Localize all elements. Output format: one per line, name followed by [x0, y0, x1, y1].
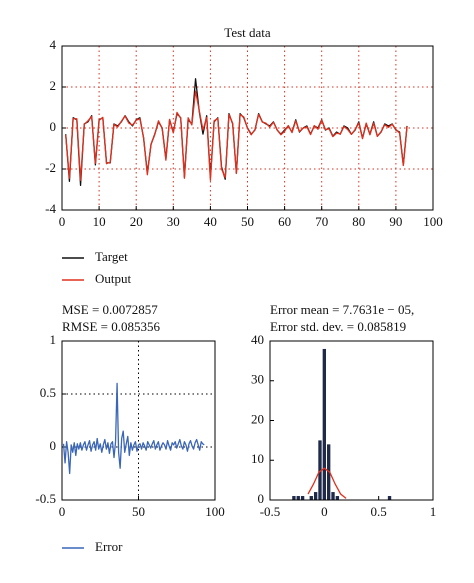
x-tick-label: 90 — [389, 214, 402, 229]
x-tick-label: 50 — [241, 214, 254, 229]
y-tick-label: -0.5 — [35, 491, 56, 506]
y-tick-label: 20 — [251, 411, 264, 426]
y-tick-label: 0 — [258, 491, 265, 506]
x-tick-label: 60 — [278, 214, 291, 229]
y-tick-label: 0 — [50, 438, 57, 453]
histogram-bar — [292, 496, 296, 500]
histogram-bar — [387, 496, 392, 500]
plot-frame — [61, 45, 434, 211]
y-tick-label: -2 — [45, 160, 56, 175]
y-tick-label: 30 — [251, 372, 264, 387]
x-tick-label: 1 — [430, 504, 437, 519]
x-tick-label: 0 — [321, 504, 328, 519]
y-tick-label: 4 — [50, 37, 57, 52]
legend-label: Error — [95, 539, 123, 554]
x-tick-label: 50 — [132, 504, 145, 519]
legend-label: Output — [95, 271, 132, 286]
x-tick-label: 100 — [205, 504, 225, 519]
chart-title: Test data — [224, 25, 271, 40]
x-tick-label: 0.5 — [371, 504, 387, 519]
x-tick-label: 10 — [93, 214, 106, 229]
x-tick-label: 20 — [130, 214, 143, 229]
y-tick-label: 1 — [50, 332, 57, 347]
fit-curve — [307, 467, 347, 499]
annotation: MSE = 0.0072857 — [62, 302, 158, 317]
histogram-bar — [335, 496, 340, 500]
annotation: Error std. dev. = 0.085819 — [270, 319, 406, 334]
plot-frame — [61, 340, 216, 501]
x-tick-label: 40 — [204, 214, 217, 229]
x-tick-label: 0 — [59, 504, 66, 519]
y-tick-label: 10 — [251, 451, 264, 466]
annotation: Error mean = 7.7631e − 05, — [270, 302, 414, 317]
histogram-bar — [300, 496, 305, 500]
x-tick-label: 80 — [352, 214, 365, 229]
x-tick-label: -0.5 — [260, 504, 281, 519]
y-tick-label: 0.5 — [40, 385, 56, 400]
x-tick-label: 30 — [167, 214, 180, 229]
y-tick-label: 40 — [251, 332, 264, 347]
histogram-bar — [296, 496, 300, 500]
histogram-bar — [313, 492, 318, 500]
histogram-bar — [331, 492, 335, 500]
y-tick-label: 0 — [50, 119, 57, 134]
plot-frame — [269, 340, 434, 501]
legend-label: Target — [95, 249, 128, 264]
y-tick-label: 2 — [50, 78, 57, 93]
histogram-bar — [309, 496, 313, 500]
y-tick-label: -4 — [45, 201, 56, 216]
annotation: RMSE = 0.085356 — [62, 319, 160, 334]
histogram-bar — [322, 348, 327, 500]
x-tick-label: 100 — [423, 214, 443, 229]
histogram-bar — [318, 440, 322, 500]
series-line — [65, 90, 408, 181]
x-tick-label: 0 — [59, 214, 66, 229]
x-tick-label: 70 — [315, 214, 328, 229]
series-line — [62, 382, 205, 475]
